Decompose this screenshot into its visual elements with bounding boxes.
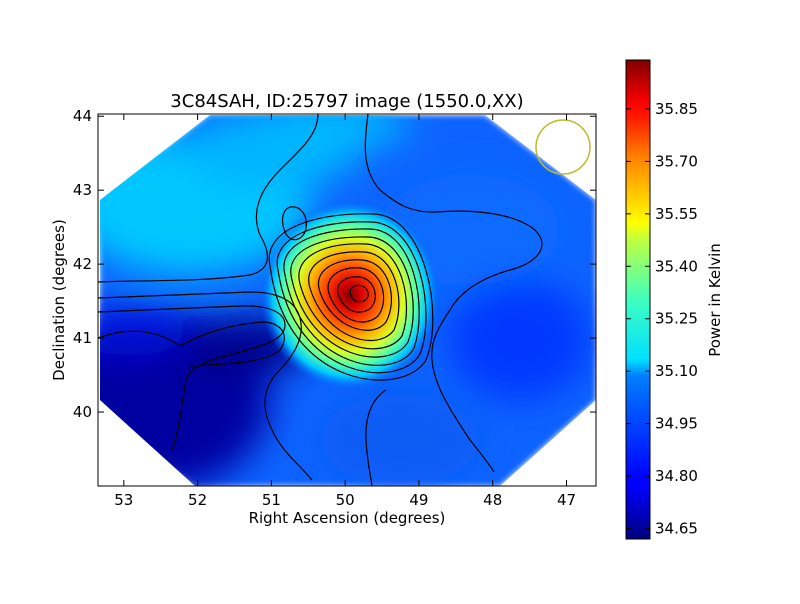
colorbar-tick-label: 35.85 [655,100,698,118]
y-tick-label: 44 [73,107,92,125]
x-tick-label: 52 [188,491,207,509]
colorbar [625,59,651,540]
chart-title: 3C84SAH, ID:25797 image (1550.0,XX) [170,91,523,112]
x-axis: 53 52 51 50 49 48 47 [114,114,576,509]
y-tick-label: 40 [73,403,92,421]
contour-line [97,113,319,283]
colorbar-tick-label: 34.65 [655,520,698,538]
contour-line [290,236,414,358]
y-tick-label: 43 [73,181,92,199]
contour-line [317,259,392,331]
contour-line [97,305,286,451]
contour-line [308,251,400,342]
contour-line [327,267,385,323]
colorbar-tick-label: 35.70 [655,152,698,170]
x-tick-label: 51 [262,491,281,509]
contours [97,113,543,487]
contour-line [276,221,427,374]
contour-line [364,113,543,473]
contour-line [283,228,420,366]
x-tick-label: 47 [557,491,576,509]
contour-line [268,213,434,381]
colorbar-tick-label: 34.80 [655,467,698,485]
colorbar-axis: 34.65 34.80 34.95 35.10 35.25 35.40 35.55 35.70… [626,100,698,538]
x-tick-label: 49 [409,491,428,509]
x-tick-label: 48 [483,491,502,509]
colorbar-tick-label: 35.25 [655,310,698,328]
colorbar-tick-label: 35.55 [655,205,698,223]
colorbar-tick-label: 35.40 [655,257,698,275]
contour-line [349,284,369,303]
colorbar-tick-label: 34.95 [655,415,698,433]
contour-line [337,276,376,313]
y-tick-label: 42 [73,255,92,273]
plot-frame [97,113,597,487]
y-axis-label: Declination (degrees) [50,219,68,381]
x-axis-label: Right Ascension (degrees) [249,509,446,527]
colorbar-tick-label: 35.10 [655,362,698,380]
x-tick-label: 53 [114,491,133,509]
contour-line [97,321,285,367]
x-tick-label: 50 [336,491,355,509]
beam-circle [535,119,591,175]
y-axis: 40 41 42 43 44 [73,107,596,421]
contour-line [365,389,387,487]
colorbar-label: Power in Kelvin [706,243,724,357]
contour-line [298,243,408,350]
contour-line [281,206,307,241]
y-tick-label: 41 [73,329,92,347]
contour-line [97,291,313,481]
